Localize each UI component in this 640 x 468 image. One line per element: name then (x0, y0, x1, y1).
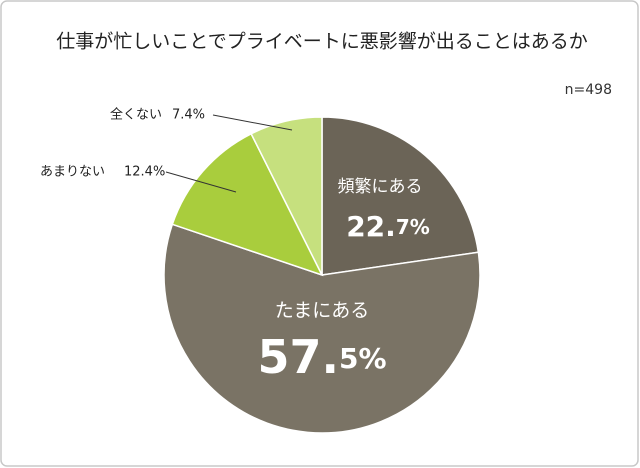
leader-line (165, 171, 237, 193)
slice-label: 頻繁にある (338, 177, 423, 197)
slice-label: あまりない (40, 165, 105, 180)
value-label: 22.7% (346, 210, 430, 243)
slice-label: たまにある (275, 300, 369, 322)
sample-size: n=498 (565, 82, 612, 98)
pie-slice (321, 116, 480, 276)
leader-line (212, 114, 293, 131)
pie-slice (171, 132, 324, 277)
value-label: 7.4% (172, 108, 205, 123)
chart-title: 仕事が忙しいことでプライベートに悪影響が出ることはあるか (56, 31, 587, 53)
pie-slice (250, 116, 323, 276)
pie-slice (163, 223, 481, 434)
value-label: 57.5% (257, 330, 386, 384)
value-label: 12.4% (124, 165, 165, 180)
slice-label: 全くない (110, 107, 162, 123)
